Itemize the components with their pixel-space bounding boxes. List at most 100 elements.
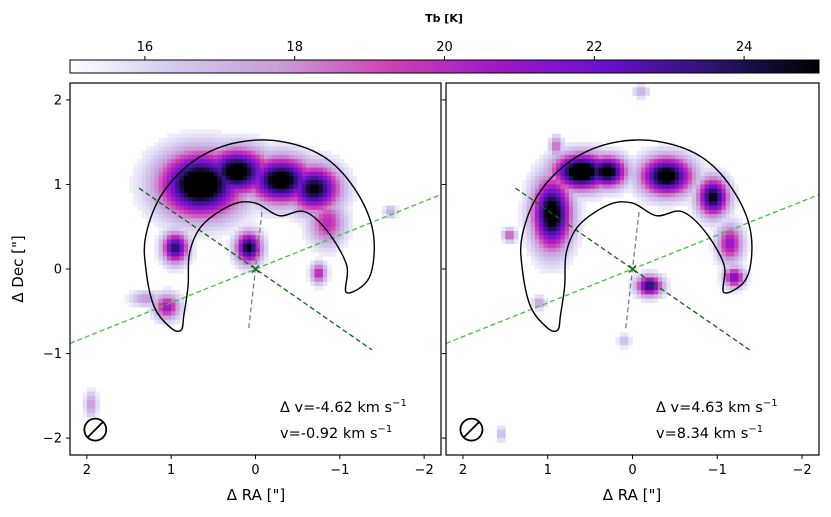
emission-pixel xyxy=(154,222,159,228)
emission-pixel xyxy=(259,150,265,156)
emission-pixel xyxy=(742,285,748,291)
emission-pixel xyxy=(568,171,574,177)
emission-pixel xyxy=(704,218,710,223)
emission-pixel xyxy=(657,167,663,173)
emission-pixel xyxy=(293,176,299,181)
emission-pixel xyxy=(687,163,693,168)
emission-pixel xyxy=(335,180,341,185)
emission-pixel xyxy=(649,188,655,194)
emission-pixel xyxy=(628,290,633,295)
emission-pixel xyxy=(738,235,744,240)
emission-pixel xyxy=(331,167,336,173)
emission-pixel xyxy=(348,176,353,181)
emission-pixel xyxy=(225,222,231,228)
outflow-axis-line xyxy=(515,187,750,351)
emission-pixel xyxy=(133,171,138,177)
emission-pixel xyxy=(251,256,256,261)
emission-pixel xyxy=(602,159,608,164)
emission-pixel xyxy=(738,222,744,228)
emission-pixel xyxy=(742,235,748,240)
emission-pixel xyxy=(653,163,659,168)
emission-pixel xyxy=(352,176,358,181)
emission-pixel xyxy=(662,159,667,164)
emission-pixel xyxy=(640,167,646,173)
emission-pixel xyxy=(704,205,710,211)
emission-pixel xyxy=(662,184,667,190)
emission-pixel xyxy=(556,163,561,168)
emission-pixel xyxy=(263,142,269,147)
emission-pixel xyxy=(530,197,536,202)
emission-pixel xyxy=(183,154,189,160)
emission-pixel xyxy=(82,395,88,401)
emission-pixel xyxy=(632,176,638,181)
emission-pixel xyxy=(204,226,210,232)
emission-pixel xyxy=(175,319,180,325)
emission-pixel xyxy=(327,209,332,215)
emission-pixel xyxy=(636,180,642,185)
emission-pixel xyxy=(166,256,172,261)
emission-pixel xyxy=(611,192,616,198)
emission-pixel xyxy=(708,171,714,177)
emission-pixel xyxy=(183,197,189,202)
emission-pixel xyxy=(322,163,328,168)
emission-pixel xyxy=(188,133,193,139)
emission-pixel xyxy=(192,133,197,139)
emission-pixel xyxy=(394,214,400,219)
emission-pixel xyxy=(746,243,752,249)
emission-pixel xyxy=(725,209,731,215)
emission-pixel xyxy=(509,235,515,240)
emission-pixel xyxy=(251,163,256,168)
emission-pixel xyxy=(137,176,143,181)
emission-pixel xyxy=(734,222,739,228)
emission-pixel xyxy=(581,214,587,219)
emission-pixel xyxy=(209,192,214,198)
emission-pixel xyxy=(263,197,269,202)
emission-pixel xyxy=(242,184,248,190)
emission-pixel xyxy=(657,146,663,151)
emission-pixel xyxy=(636,277,642,283)
emission-pixel xyxy=(560,252,566,257)
emission-pixel xyxy=(175,205,180,211)
emission-pixel xyxy=(268,146,273,151)
emission-pixel xyxy=(551,142,557,147)
left-xlabel: Δ RA ["] xyxy=(227,486,285,504)
emission-pixel xyxy=(509,230,515,236)
emission-pixel xyxy=(551,167,557,173)
emission-pixel xyxy=(268,154,273,160)
emission-pixel xyxy=(721,264,727,270)
emission-pixel xyxy=(171,226,176,232)
emission-pixel xyxy=(179,163,185,168)
emission-pixel xyxy=(268,167,273,173)
emission-pixel xyxy=(306,167,311,173)
emission-pixel xyxy=(624,150,629,156)
emission-pixel xyxy=(640,294,646,299)
emission-pixel xyxy=(154,184,159,190)
emission-pixel xyxy=(225,146,231,151)
emission-pixel xyxy=(335,222,341,228)
emission-pixel xyxy=(573,222,578,228)
emission-pixel xyxy=(188,176,193,181)
emission-pixel xyxy=(725,188,731,194)
emission-pixel xyxy=(535,256,540,261)
emission-pixel xyxy=(255,192,261,198)
emission-pixel xyxy=(573,150,578,156)
emission-pixel xyxy=(717,264,722,270)
emission-pixel xyxy=(322,167,328,173)
emission-pixel xyxy=(268,180,273,185)
emission-pixel xyxy=(171,290,176,295)
emission-pixel xyxy=(322,243,328,249)
emission-pixel xyxy=(234,209,239,215)
emission-pixel xyxy=(615,180,621,185)
emission-pixel xyxy=(590,154,595,160)
emission-pixel xyxy=(230,192,235,198)
emission-pixel xyxy=(696,184,701,190)
emission-pixel xyxy=(272,150,277,156)
emission-pixel xyxy=(234,146,239,151)
emission-pixel xyxy=(547,247,553,253)
emission-pixel xyxy=(263,146,269,151)
emission-pixel xyxy=(522,239,527,244)
emission-pixel xyxy=(700,163,705,168)
emission-pixel xyxy=(556,243,561,249)
emission-pixel xyxy=(339,222,345,228)
emission-pixel xyxy=(619,159,625,164)
